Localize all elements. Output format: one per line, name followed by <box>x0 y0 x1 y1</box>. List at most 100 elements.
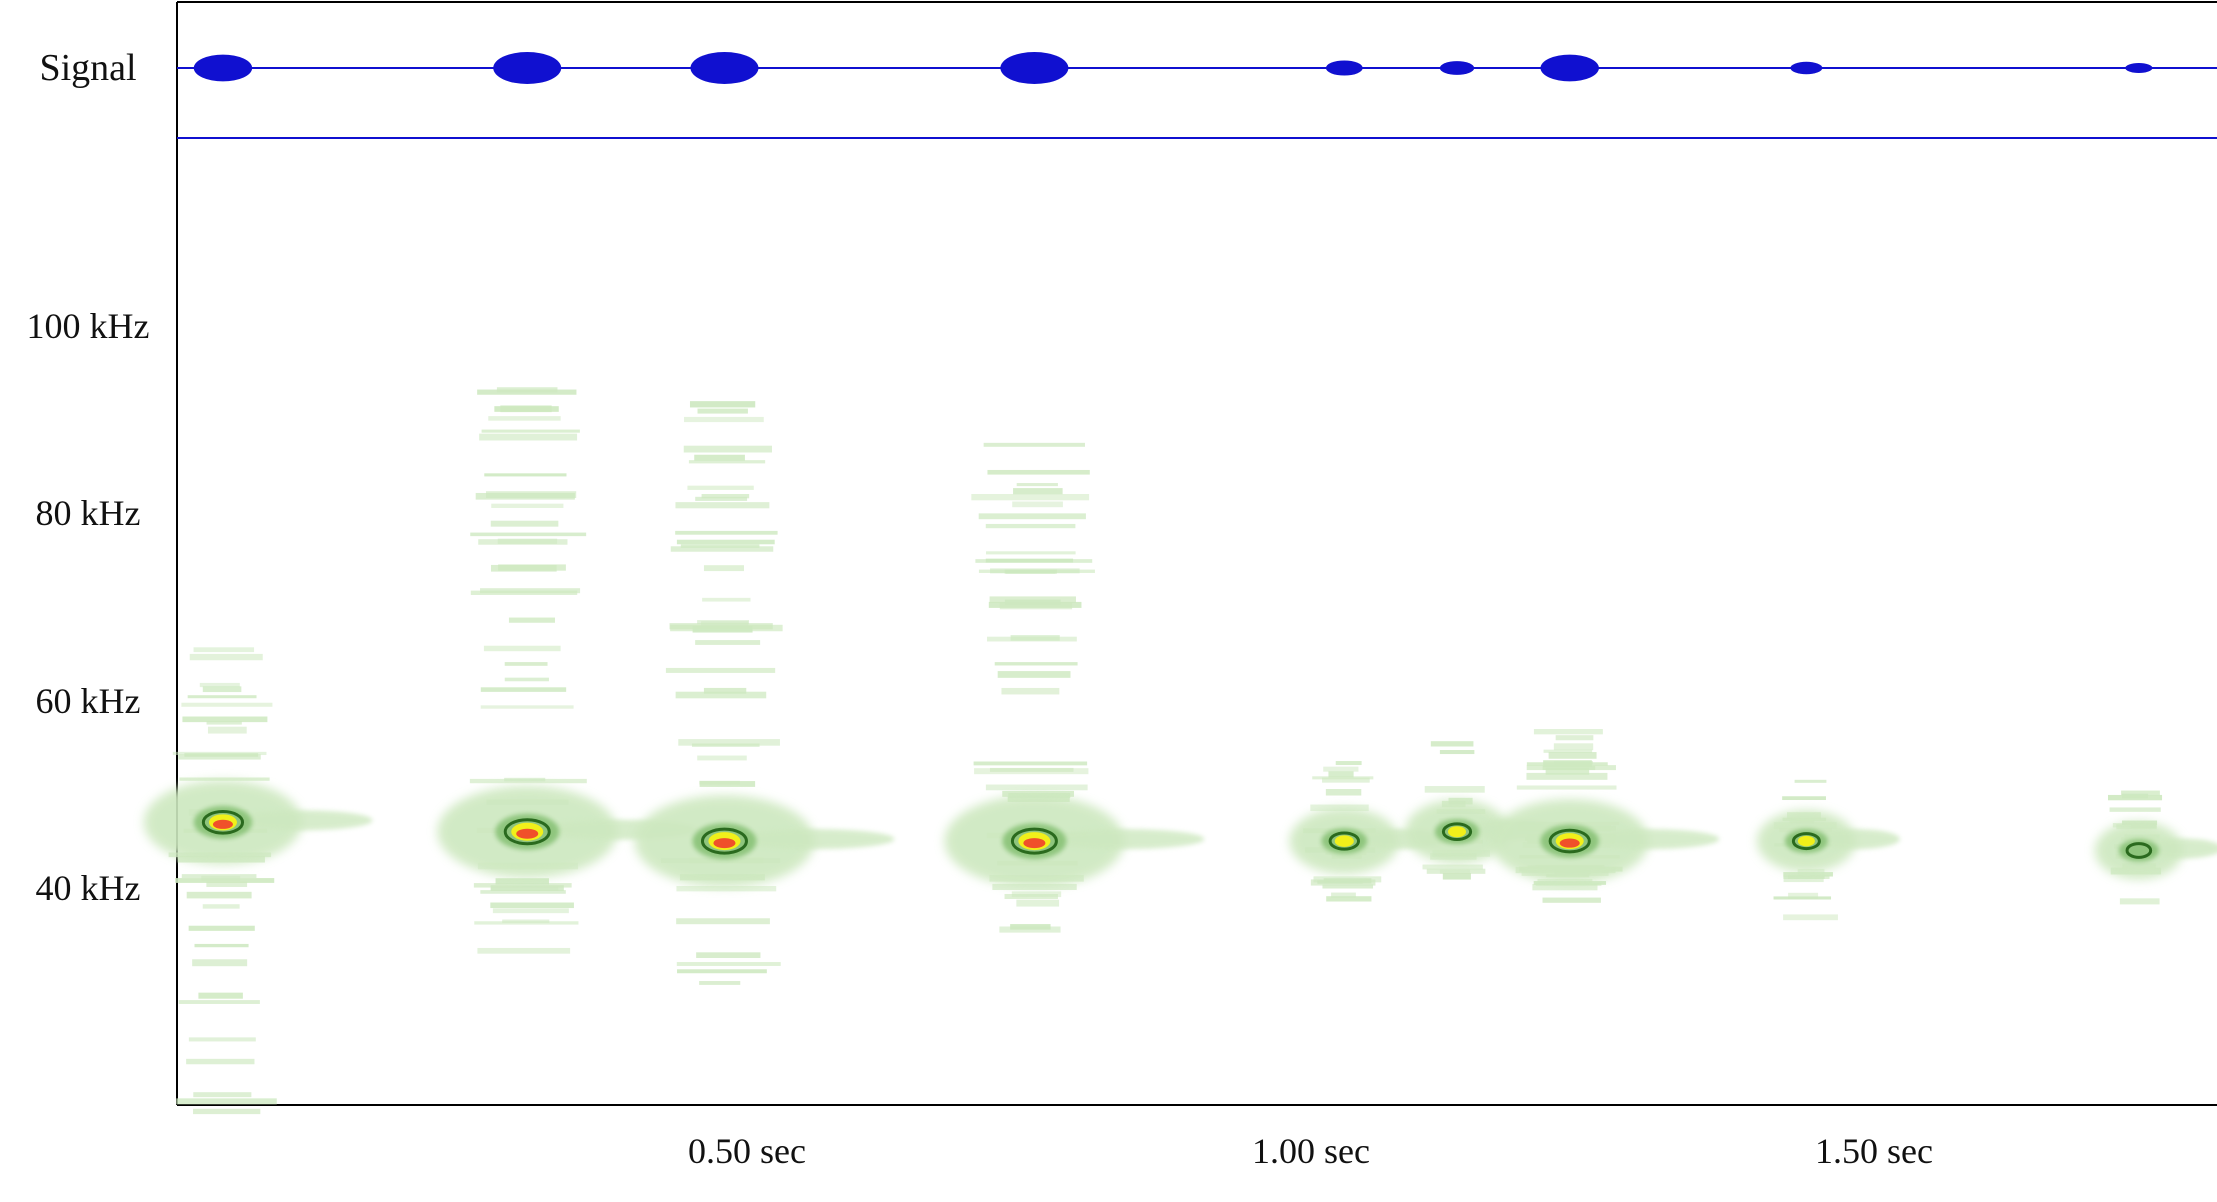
call-3-streak <box>694 454 745 461</box>
call-8-streak <box>1773 896 1832 900</box>
call-2-streak <box>502 919 550 923</box>
call-5-streak <box>1328 771 1354 778</box>
signal-burst-2 <box>493 52 562 84</box>
call-4 <box>944 442 1205 933</box>
signal-burst-1 <box>193 54 253 82</box>
call-6-streak <box>1422 864 1483 870</box>
call-2-streak <box>508 617 555 623</box>
call-2-streak <box>479 433 578 441</box>
call-3-streak <box>676 918 770 925</box>
call-3-streak <box>683 445 772 453</box>
call-3-streak <box>676 962 781 966</box>
call-4-streak <box>1001 687 1060 695</box>
call-2-streak <box>480 687 567 692</box>
call-2-streak <box>490 886 559 891</box>
call-2-streak <box>488 416 561 421</box>
plot-frame <box>176 1 2217 1106</box>
call-1-streak <box>199 682 240 688</box>
x-tick-label-1.00: 1.00 sec <box>1252 1131 1370 1171</box>
call-8-streak <box>1788 892 1819 899</box>
call-2-contour <box>503 818 551 846</box>
call-2-max <box>516 828 539 839</box>
call-4-tail <box>1044 829 1205 850</box>
call-3-streak <box>684 416 764 423</box>
call-6-contour <box>1441 822 1473 842</box>
call-4-streak <box>999 602 1073 610</box>
call-4-streak <box>1012 501 1063 508</box>
call-3-streak <box>665 667 776 673</box>
call-8-streak <box>1783 914 1838 921</box>
call-1-streak <box>178 1000 260 1004</box>
call-7-streak <box>1516 785 1617 790</box>
signal-bursts <box>193 52 2153 84</box>
call-5-streak <box>1323 766 1359 772</box>
call-4-streak <box>994 662 1078 666</box>
call-1-tail <box>231 810 373 831</box>
call-4-contour <box>1010 827 1058 855</box>
call-4-streak <box>986 551 1076 555</box>
call-2-streak <box>470 532 587 537</box>
call-2-streak <box>484 473 567 477</box>
call-5-streak <box>1312 776 1374 780</box>
call-7-contour <box>1548 828 1591 854</box>
call-1-contour <box>201 810 245 835</box>
call-1-streak <box>206 881 248 887</box>
call-6-streak <box>1430 741 1474 747</box>
call-4-streak <box>990 568 1080 574</box>
call-3-contour <box>700 827 748 855</box>
call-1-max <box>212 819 233 829</box>
call-4-streak <box>983 442 1085 447</box>
call-9-contour <box>2125 842 2153 859</box>
signal-panel: Signal <box>39 47 2217 89</box>
call-5-peak <box>1334 835 1354 847</box>
call-7-max <box>1559 838 1580 848</box>
call-8-tail <box>1811 829 1900 850</box>
call-2-streak <box>494 406 559 412</box>
signal-burst-9 <box>2125 63 2153 73</box>
call-4-streak <box>973 761 1088 766</box>
call-1-streak <box>193 647 255 653</box>
call-4-streak <box>989 767 1074 772</box>
call-1-streak <box>189 653 263 661</box>
call-3-streak <box>699 981 741 985</box>
call-2-streak <box>473 883 572 888</box>
call-4-streak <box>1016 899 1060 907</box>
call-3-streak <box>676 885 777 892</box>
call-1-streak <box>181 702 273 707</box>
call-1-streak <box>192 959 248 967</box>
signal-burst-5 <box>1325 60 1363 76</box>
call-4-streak <box>1013 488 1063 495</box>
call-2-streak <box>495 878 549 885</box>
call-1-streak <box>193 1108 261 1115</box>
signal-burst-6 <box>1439 61 1475 75</box>
call-2-streak <box>490 520 559 527</box>
call-2-streak <box>496 387 558 393</box>
call-4-streak <box>985 523 1076 529</box>
call-8-streak <box>1783 877 1824 883</box>
call-3-streak <box>695 496 748 501</box>
call-2-streak <box>504 777 546 782</box>
call-1-streak <box>188 1037 256 1042</box>
call-9-body <box>2118 839 2159 862</box>
call-1-streak <box>198 992 243 999</box>
call-1-streak <box>178 754 261 760</box>
call-3-streak <box>680 544 760 548</box>
call-1-streak <box>194 943 249 948</box>
call-6 <box>1404 741 1556 880</box>
call-3-streak <box>703 565 744 572</box>
call-3-streak <box>703 687 747 694</box>
call-7-streak <box>1532 884 1598 891</box>
call-2-streak <box>480 705 574 709</box>
call-5-streak <box>1310 804 1369 812</box>
call-7-streak <box>1543 749 1593 753</box>
call-9-streak <box>2109 807 2161 812</box>
call-1-streak <box>182 716 268 723</box>
call-1-streak <box>202 904 240 909</box>
call-2-streak <box>483 645 561 652</box>
call-4-streak <box>987 636 1077 642</box>
call-1-streak <box>186 1058 255 1065</box>
call-3-streak <box>675 502 770 509</box>
call-2-streak <box>478 539 568 545</box>
call-7-streak <box>1545 767 1590 775</box>
